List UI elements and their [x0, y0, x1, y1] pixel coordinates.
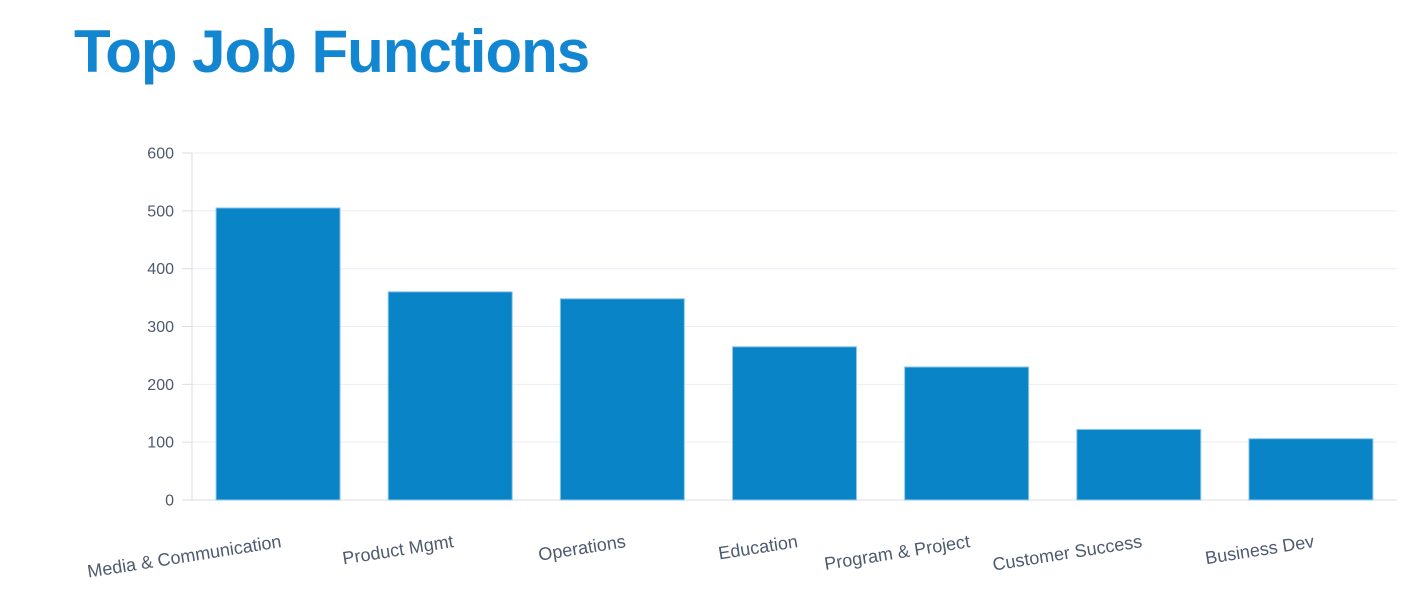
y-axis-label: 500 [147, 203, 174, 220]
y-axis-label: 600 [147, 146, 174, 163]
y-axis-label: 400 [147, 261, 174, 278]
x-axis-label: Operations [537, 531, 627, 565]
y-axis-label: 100 [147, 435, 174, 452]
x-axis-label: Program & Project [823, 531, 971, 574]
bar[interactable] [559, 298, 685, 501]
x-axis-label: Customer Success [991, 531, 1143, 574]
y-axis-label: 200 [147, 377, 174, 394]
x-axis-label: Media & Communication [86, 531, 283, 581]
bar[interactable] [1248, 438, 1374, 501]
y-axis-label: 300 [147, 319, 174, 336]
bar[interactable] [732, 346, 857, 501]
bar[interactable] [215, 207, 341, 501]
y-axis-label: 0 [165, 493, 174, 510]
x-axis-label: Education [717, 531, 799, 563]
bar[interactable] [1076, 428, 1202, 501]
bar[interactable] [387, 291, 513, 501]
bar[interactable] [904, 366, 1030, 501]
x-axis-label: Business Dev [1204, 531, 1316, 568]
x-axis-label: Product Mgmt [341, 531, 455, 568]
chart-title: Top Job Functions [74, 18, 590, 85]
